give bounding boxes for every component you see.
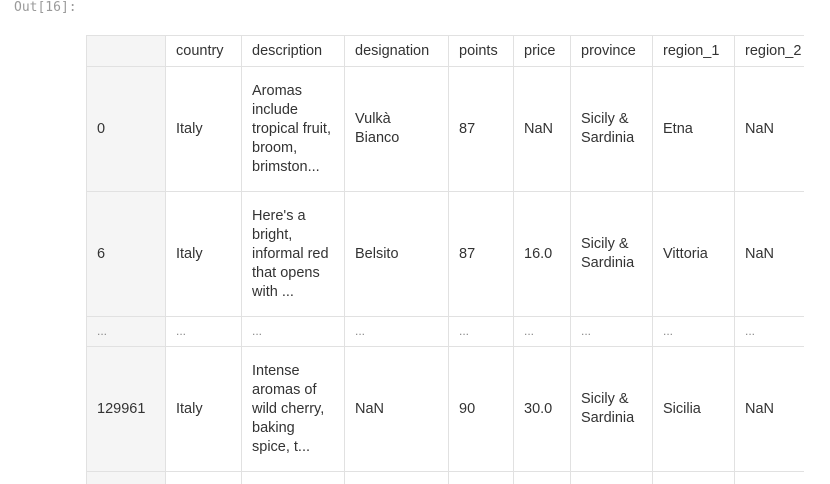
column-header-region-1: region_1 <box>652 35 735 67</box>
cell-region-2: NaN <box>734 346 804 472</box>
cell-points: 87 <box>448 191 514 317</box>
cell-price: ... <box>513 316 571 347</box>
column-header-region-2: region_2 <box>734 35 804 67</box>
cell-designation: Belsito <box>344 191 449 317</box>
column-header-price: price <box>513 35 571 67</box>
cell-province: Sicily & Sardinia <box>570 346 653 472</box>
cell-province: Sicily & Sardinia <box>570 66 653 192</box>
column-header-province: province <box>570 35 653 67</box>
cell-designation: ... <box>344 316 449 347</box>
header-row: country description designation points p… <box>86 35 804 67</box>
cell-province: Sicily & Sardinia <box>570 191 653 317</box>
cell-region-2: NaN <box>734 191 804 317</box>
cell-description: Here's a bright, informal red that opens… <box>241 191 345 317</box>
table-row: 6 Italy Here's a bright, informal red th… <box>86 191 804 317</box>
cell-description: ... <box>241 316 345 347</box>
row-index: 129961 <box>86 346 166 472</box>
cell-points: 90 <box>448 346 514 472</box>
column-header-points: points <box>448 35 514 67</box>
cell-designation: NaN <box>344 346 449 472</box>
cell-region-2: NaN <box>734 66 804 192</box>
cell-region-1: Vittoria <box>652 191 735 317</box>
row-index: 0 <box>86 66 166 192</box>
cell-country: Italy <box>165 191 242 317</box>
cell-country: Italy <box>165 346 242 472</box>
cell-province: ... <box>570 316 653 347</box>
cell-points: ... <box>448 316 514 347</box>
cell-region-2: ... <box>734 316 804 347</box>
cell-country: ... <box>165 316 242 347</box>
cell-price: NaN <box>513 66 571 192</box>
column-header-designation: designation <box>344 35 449 67</box>
row-index: ... <box>86 316 166 347</box>
cell-price: 30.0 <box>513 346 571 472</box>
dataframe-output: country description designation points p… <box>86 35 804 484</box>
cell-description: Aromas include tropical fruit, broom, br… <box>241 66 345 192</box>
column-header-country: country <box>165 35 242 67</box>
column-header-description: description <box>241 35 345 67</box>
row-index: 6 <box>86 191 166 317</box>
cell-price: 16.0 <box>513 191 571 317</box>
cell-region-1: Sicilia <box>652 346 735 472</box>
table-row-ellipsis: ... ... ... ... ... ... ... ... ... <box>86 316 804 347</box>
table-row-partial <box>86 471 804 484</box>
cell-description: Intense aromas of wild cherry, baking sp… <box>241 346 345 472</box>
column-header-index <box>86 35 166 67</box>
cell-designation: Vulkà Bianco <box>344 66 449 192</box>
cell-region-1: ... <box>652 316 735 347</box>
dataframe-table: country description designation points p… <box>86 35 804 484</box>
table-row: 0 Italy Aromas include tropical fruit, b… <box>86 66 804 192</box>
cell-region-1: Etna <box>652 66 735 192</box>
table-row: 129961 Italy Intense aromas of wild cher… <box>86 346 804 472</box>
cell-points: 87 <box>448 66 514 192</box>
output-prompt: Out[16]: <box>14 0 77 15</box>
cell-country: Italy <box>165 66 242 192</box>
